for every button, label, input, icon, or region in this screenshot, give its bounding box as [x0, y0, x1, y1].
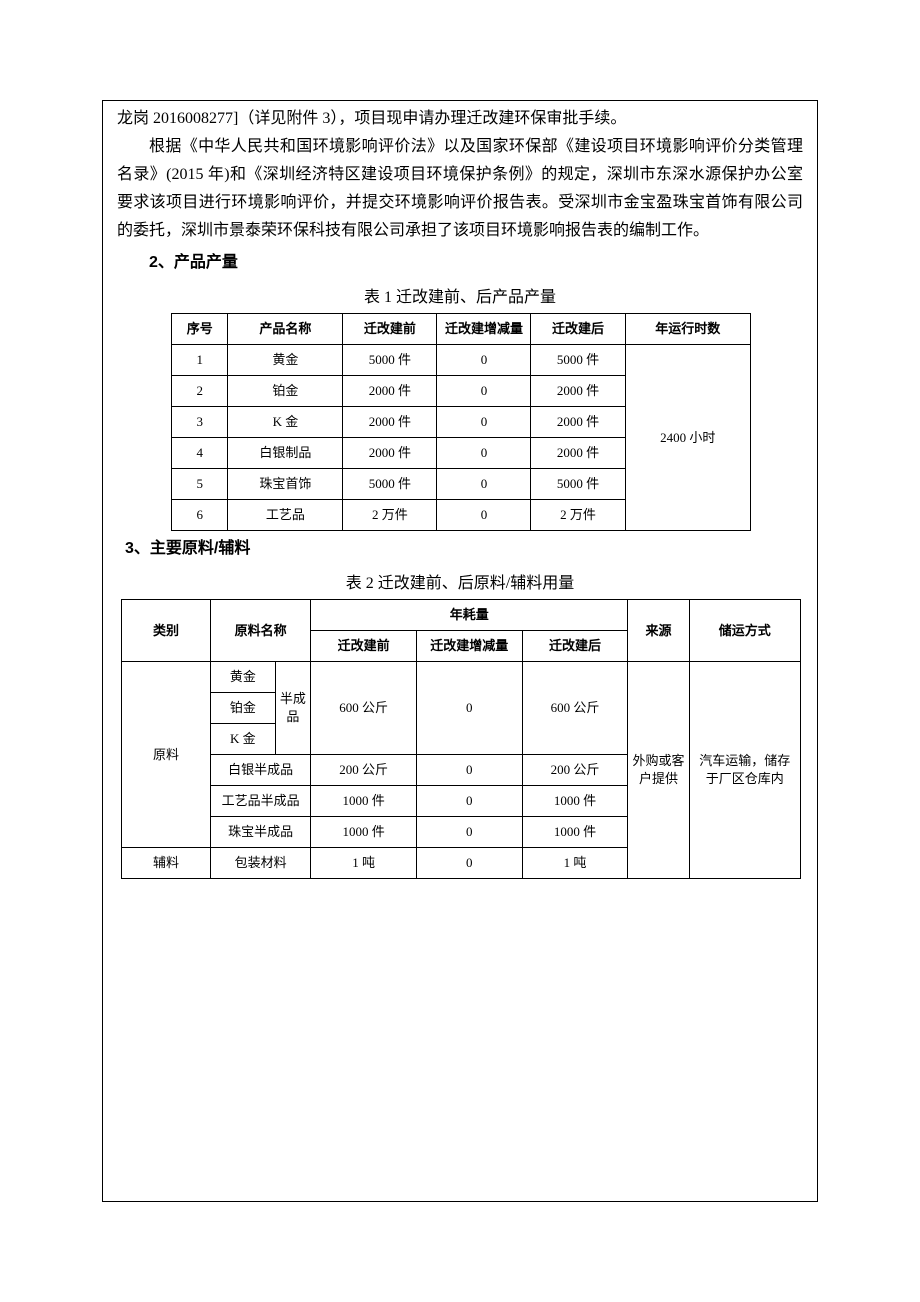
cell-delta: 0 [437, 438, 531, 469]
table-header-row: 序号 产品名称 迁改建前 迁改建增减量 迁改建后 年运行时数 [172, 314, 751, 345]
th-delta: 迁改建增减量 [437, 314, 531, 345]
cell-delta: 0 [437, 376, 531, 407]
th-storage: 储运方式 [689, 600, 800, 662]
th-consumption: 年耗量 [311, 600, 628, 631]
cell-seq: 1 [172, 345, 228, 376]
th-before: 迁改建前 [311, 631, 417, 662]
th-after: 迁改建后 [522, 631, 628, 662]
cell-material: K 金 [211, 724, 276, 755]
cell-after: 5000 件 [531, 345, 625, 376]
paragraph-body: 根据《中华人民共和国环境影响评价法》以及国家环保部《建设项目环境影响评价分类管理… [117, 133, 803, 245]
cell-semi-merged: 半成品 [275, 662, 311, 755]
cell-after: 1 吨 [522, 848, 628, 879]
cell-source-merged: 外购或客户提供 [628, 662, 689, 879]
th-seq: 序号 [172, 314, 228, 345]
cell-name: 珠宝首饰 [228, 469, 343, 500]
section-heading-3: 3、主要原料/辅料 [117, 535, 803, 563]
cell-delta: 0 [416, 848, 522, 879]
table1-caption: 表 1 迁改建前、后产品产量 [117, 283, 803, 307]
cell-before: 5000 件 [343, 469, 437, 500]
cell-before: 1000 件 [311, 817, 417, 848]
cell-before: 200 公斤 [311, 755, 417, 786]
cell-delta: 0 [437, 469, 531, 500]
cell-name: 铂金 [228, 376, 343, 407]
cell-delta: 0 [416, 662, 522, 755]
section-heading-2: 2、产品产量 [117, 249, 803, 277]
cell-material: 珠宝半成品 [211, 817, 311, 848]
cell-before: 2000 件 [343, 438, 437, 469]
cell-material: 工艺品半成品 [211, 786, 311, 817]
cell-category-aux: 辅料 [122, 848, 211, 879]
cell-name: 白银制品 [228, 438, 343, 469]
th-material-name: 原料名称 [211, 600, 311, 662]
table-header-row: 类别 原料名称 年耗量 来源 储运方式 [122, 600, 801, 631]
cell-material: 白银半成品 [211, 755, 311, 786]
cell-seq: 6 [172, 500, 228, 531]
cell-after: 2 万件 [531, 500, 625, 531]
th-product-name: 产品名称 [228, 314, 343, 345]
cell-delta: 0 [416, 755, 522, 786]
cell-name: K 金 [228, 407, 343, 438]
table-row: 1 黄金 5000 件 0 5000 件 2400 小时 [172, 345, 751, 376]
cell-after: 600 公斤 [522, 662, 628, 755]
cell-after: 5000 件 [531, 469, 625, 500]
th-delta: 迁改建增减量 [416, 631, 522, 662]
cell-before: 2 万件 [343, 500, 437, 531]
cell-after: 2000 件 [531, 407, 625, 438]
th-source: 来源 [628, 600, 689, 662]
cell-seq: 3 [172, 407, 228, 438]
cell-delta: 0 [437, 500, 531, 531]
cell-before: 1 吨 [311, 848, 417, 879]
cell-seq: 5 [172, 469, 228, 500]
cell-after: 200 公斤 [522, 755, 628, 786]
table-raw-materials: 类别 原料名称 年耗量 来源 储运方式 迁改建前 迁改建增减量 迁改建后 原料 … [121, 599, 801, 879]
th-runtime: 年运行时数 [625, 314, 750, 345]
table2-caption: 表 2 迁改建前、后原料/辅料用量 [117, 569, 803, 593]
cell-name: 工艺品 [228, 500, 343, 531]
cell-material: 铂金 [211, 693, 276, 724]
th-before: 迁改建前 [343, 314, 437, 345]
cell-before: 600 公斤 [311, 662, 417, 755]
cell-delta: 0 [437, 407, 531, 438]
cell-storage-merged: 汽车运输，储存于厂区仓库内 [689, 662, 800, 879]
cell-seq: 2 [172, 376, 228, 407]
table-row: 原料 黄金 半成品 600 公斤 0 600 公斤 外购或客户提供 汽车运输，储… [122, 662, 801, 693]
cell-before: 2000 件 [343, 407, 437, 438]
page-frame: 龙岗 2016008277]（详见附件 3），项目现申请办理迁改建环保审批手续。… [102, 100, 818, 1202]
cell-after: 1000 件 [522, 817, 628, 848]
cell-after: 2000 件 [531, 376, 625, 407]
cell-delta: 0 [416, 786, 522, 817]
cell-runtime-merged: 2400 小时 [625, 345, 750, 531]
th-after: 迁改建后 [531, 314, 625, 345]
cell-before: 5000 件 [343, 345, 437, 376]
th-category: 类别 [122, 600, 211, 662]
table-product-output: 序号 产品名称 迁改建前 迁改建增减量 迁改建后 年运行时数 1 黄金 5000… [171, 313, 751, 531]
cell-delta: 0 [437, 345, 531, 376]
cell-material: 黄金 [211, 662, 276, 693]
paragraph-continuation: 龙岗 2016008277]（详见附件 3），项目现申请办理迁改建环保审批手续。 [117, 105, 803, 133]
cell-material: 包装材料 [211, 848, 311, 879]
cell-name: 黄金 [228, 345, 343, 376]
cell-before: 1000 件 [311, 786, 417, 817]
cell-seq: 4 [172, 438, 228, 469]
cell-after: 2000 件 [531, 438, 625, 469]
cell-before: 2000 件 [343, 376, 437, 407]
cell-category-raw: 原料 [122, 662, 211, 848]
cell-delta: 0 [416, 817, 522, 848]
cell-after: 1000 件 [522, 786, 628, 817]
